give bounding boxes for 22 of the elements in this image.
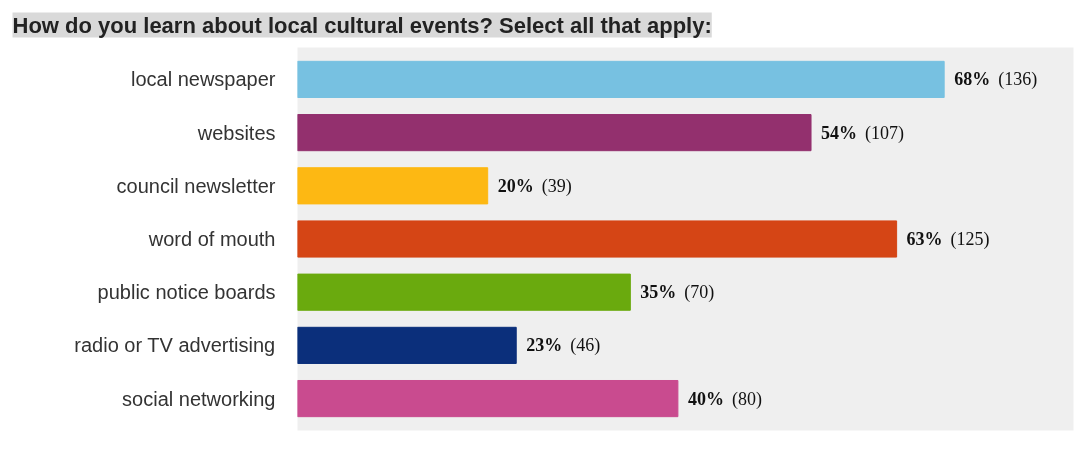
y-tick-label: public notice boards — [97, 281, 276, 304]
bar — [297, 220, 898, 258]
bar — [297, 167, 489, 205]
data-label: 63% (125) — [906, 229, 990, 250]
y-tick-label: websites — [196, 121, 276, 144]
data-label: 23% (46) — [526, 335, 601, 357]
y-tick-label: word of mouth — [147, 228, 276, 250]
chart-title: How do you learn about local cultural events? Select all that apply: — [12, 12, 712, 38]
bar — [297, 60, 945, 98]
data-label: 40% (80) — [687, 388, 762, 410]
y-tick-label: social networking — [122, 387, 276, 410]
y-tick-label: local newspaper — [130, 68, 276, 91]
data-label: 20% (39) — [497, 175, 572, 197]
bar — [297, 380, 679, 418]
y-tick-label: radio or TV advertising — [74, 334, 276, 357]
bar — [297, 326, 517, 364]
data-label: 35% (70) — [640, 282, 715, 304]
bar — [297, 114, 812, 152]
bar — [297, 273, 631, 311]
data-label: 54% (107) — [821, 122, 905, 144]
y-tick-label: council newsletter — [116, 174, 276, 197]
data-label: 68% (136) — [954, 69, 1038, 91]
